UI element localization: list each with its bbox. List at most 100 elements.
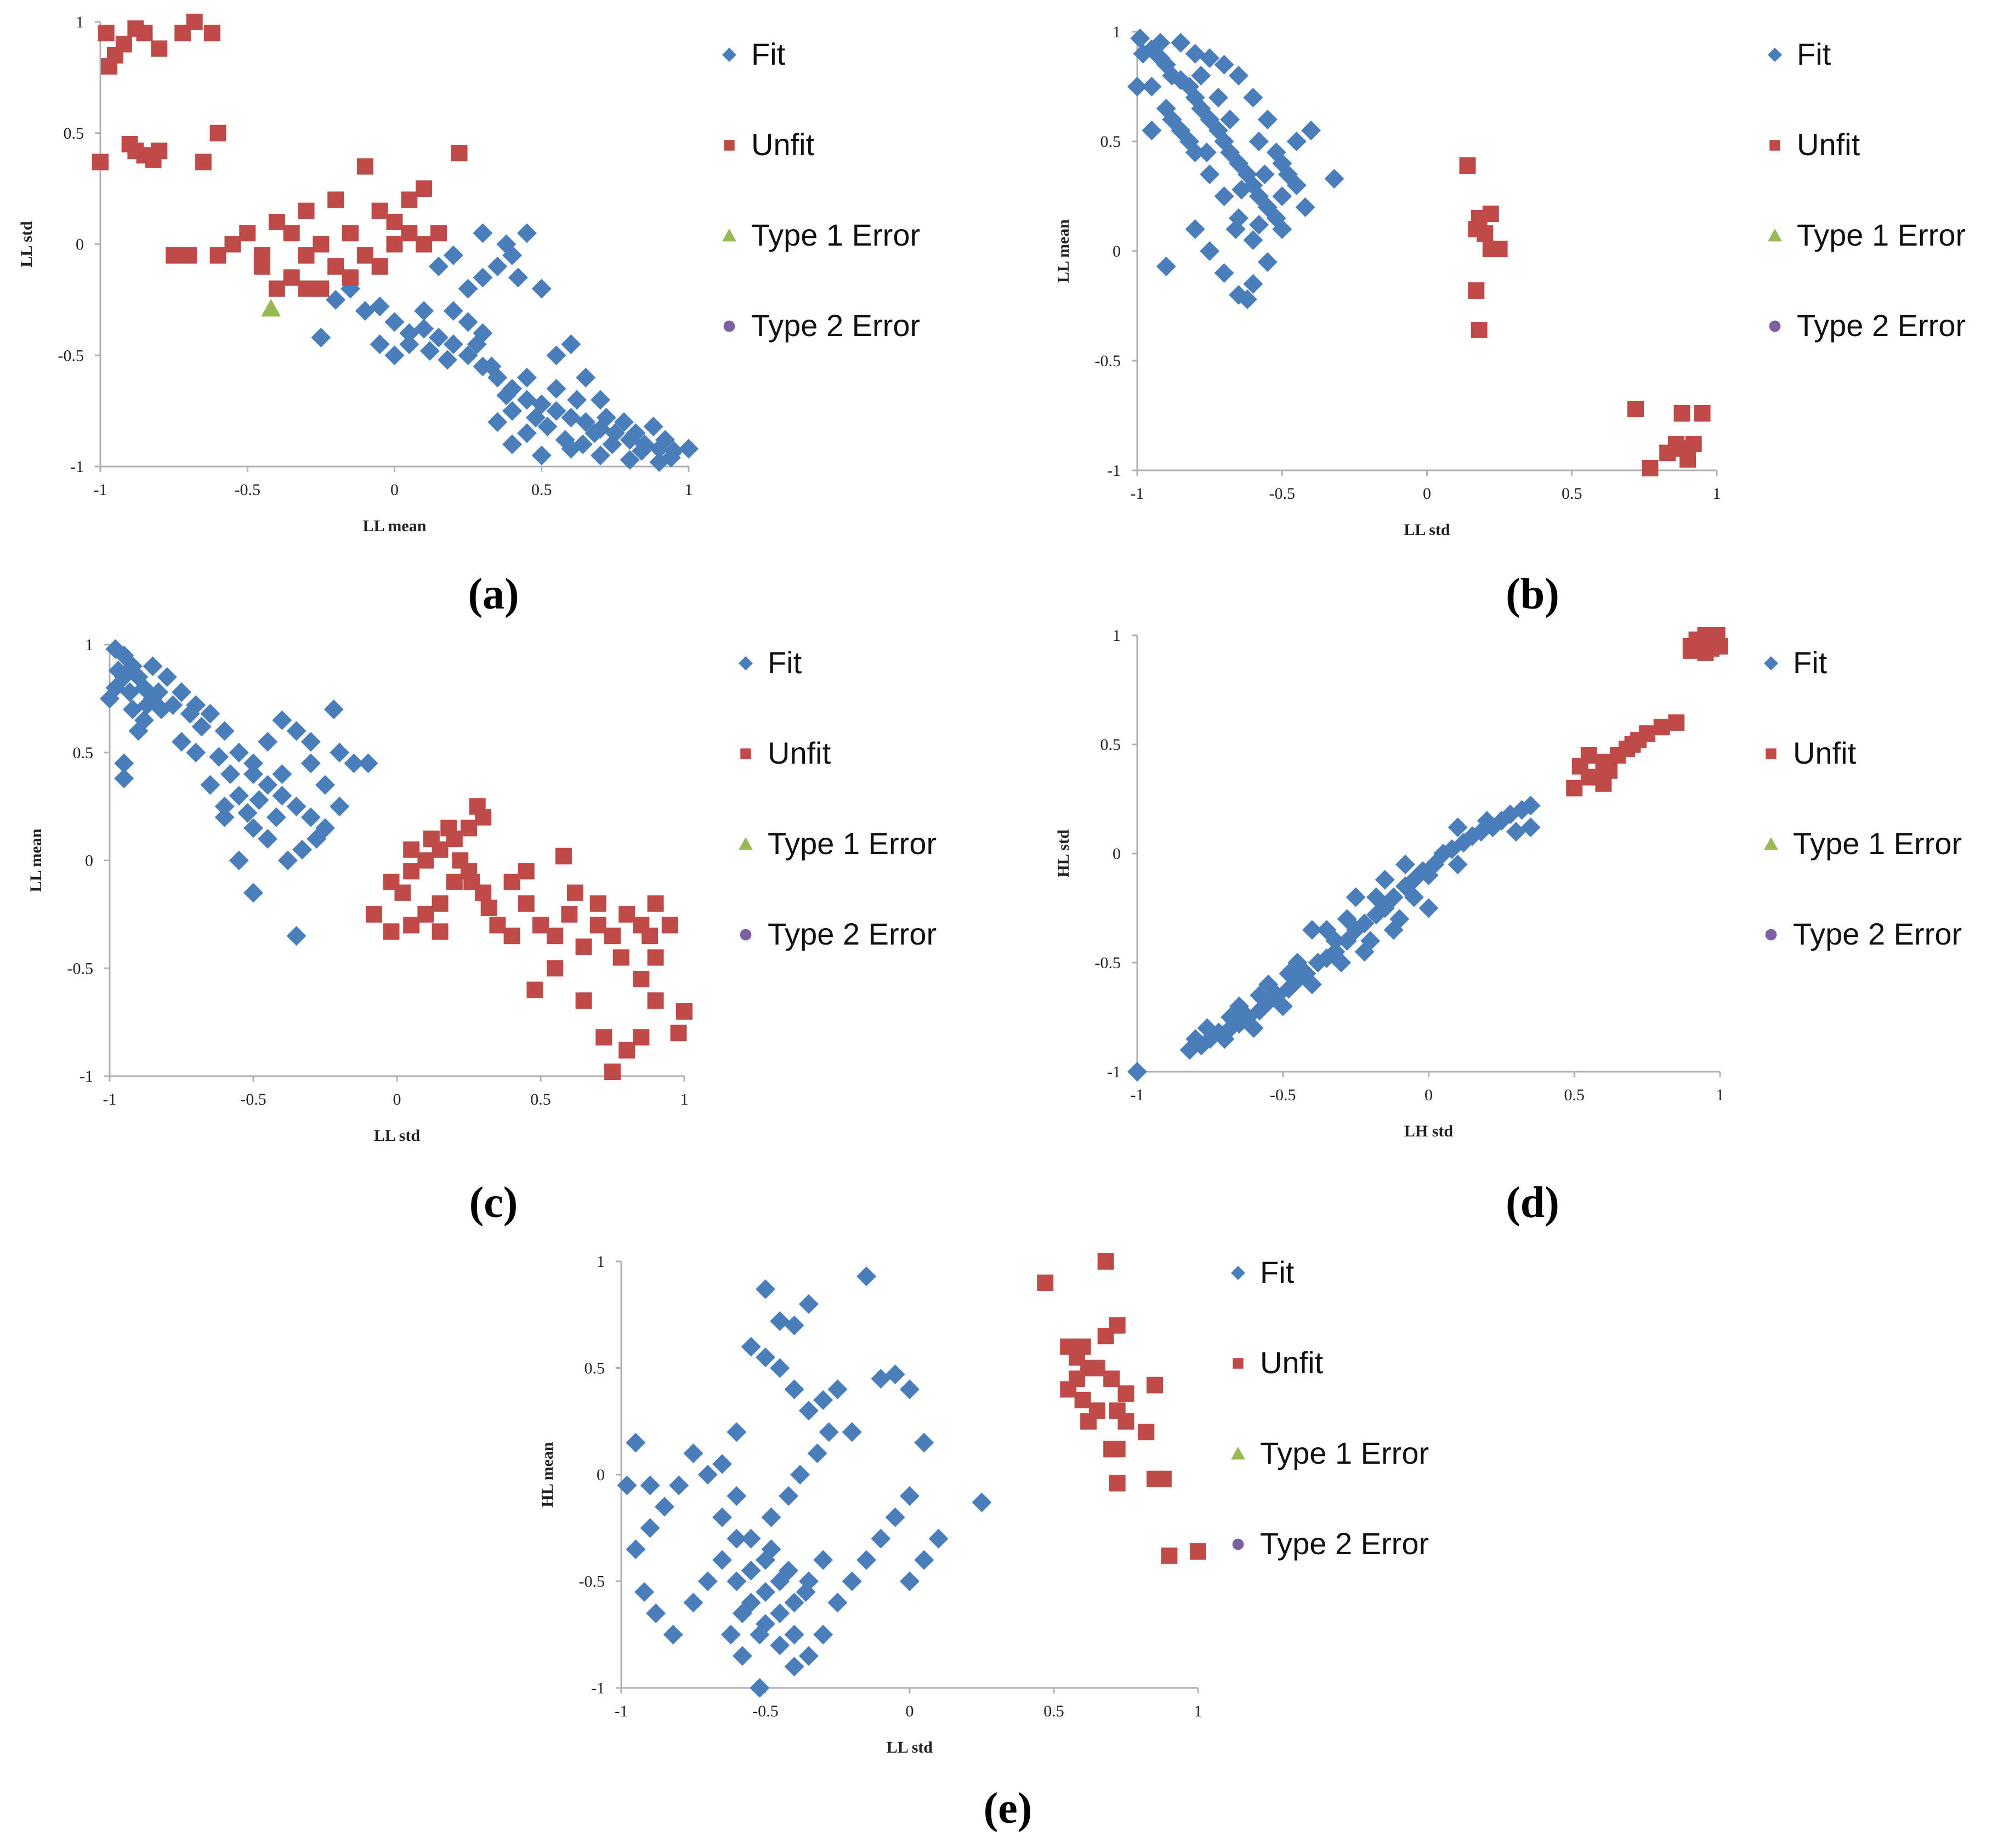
- x-axis-title: LL std: [1404, 521, 1450, 539]
- data-point: [1459, 157, 1476, 174]
- data-point: [770, 1635, 790, 1656]
- data-point: [1109, 1475, 1126, 1492]
- data-point: [1301, 121, 1321, 140]
- data-point: [546, 345, 566, 366]
- series-fit: [1127, 795, 1541, 1082]
- data-point: [1471, 322, 1488, 338]
- data-point: [634, 1582, 655, 1602]
- x-axis-title: LH std: [1404, 1122, 1454, 1140]
- legend-entry: Fit: [722, 37, 786, 71]
- data-point: [481, 356, 502, 377]
- data-point: [101, 58, 118, 75]
- data-point: [620, 450, 640, 470]
- data-point: [1685, 436, 1702, 452]
- y-tick-label: 0: [1113, 845, 1121, 863]
- data-point: [383, 923, 400, 940]
- legend-entry: Type 2 Error: [1765, 917, 1962, 951]
- y-tick-label: -1: [1107, 1063, 1121, 1081]
- data-point: [458, 312, 478, 332]
- data-point: [595, 1029, 612, 1046]
- data-point: [401, 191, 418, 208]
- data-point: [813, 1624, 833, 1645]
- data-point: [526, 981, 543, 998]
- data-point: [327, 258, 344, 275]
- data-point: [416, 180, 433, 197]
- data-point: [1142, 77, 1162, 96]
- data-point: [292, 839, 313, 860]
- data-point: [1243, 274, 1263, 294]
- data-point: [819, 1422, 839, 1442]
- data-point: [741, 1561, 761, 1581]
- data-point: [928, 1528, 949, 1549]
- data-point: [214, 807, 235, 827]
- data-point: [286, 926, 307, 946]
- data-point: [741, 1337, 761, 1357]
- data-point: [200, 775, 220, 795]
- data-point: [417, 852, 434, 869]
- legend-marker: [724, 140, 735, 151]
- data-point: [487, 412, 508, 432]
- data-point: [286, 797, 307, 817]
- data-point: [1354, 913, 1375, 934]
- data-point: [237, 803, 258, 823]
- data-point: [1208, 88, 1228, 107]
- data-point: [798, 1646, 819, 1666]
- data-point: [914, 1550, 934, 1570]
- data-point: [463, 873, 480, 890]
- x-tick-label: 1: [680, 1090, 689, 1108]
- legend-marker: [1233, 1358, 1244, 1369]
- data-point: [647, 949, 664, 966]
- legend-label: Unfit: [1797, 127, 1860, 162]
- data-point: [324, 700, 344, 720]
- x-tick-label: 1: [1713, 485, 1721, 503]
- data-point: [473, 268, 493, 288]
- data-point: [157, 667, 177, 687]
- data-point: [1220, 110, 1240, 129]
- x-tick-label: -0.5: [235, 481, 261, 499]
- y-tick-label: 0: [1113, 242, 1121, 260]
- legend-marker: [1769, 320, 1781, 332]
- data-point: [1366, 887, 1386, 907]
- data-point: [885, 1507, 905, 1527]
- data-point: [229, 742, 249, 763]
- legend-label: Type 1 Error: [768, 826, 937, 861]
- legend-marker: [740, 748, 751, 759]
- data-point: [626, 1432, 646, 1453]
- x-tick-label: 0: [1425, 1086, 1433, 1104]
- data-point: [1272, 186, 1292, 206]
- data-point: [732, 1603, 752, 1623]
- data-point: [1243, 230, 1263, 250]
- data-point: [300, 807, 321, 827]
- data-point: [149, 682, 169, 702]
- data-point: [1228, 66, 1248, 86]
- legend-label: Type 2 Error: [751, 308, 920, 343]
- data-point: [1250, 985, 1270, 1005]
- data-point: [224, 236, 241, 253]
- data-point: [640, 1475, 660, 1496]
- y-tick-label: 1: [597, 1253, 605, 1271]
- data-point: [243, 764, 263, 784]
- data-point: [1185, 1029, 1206, 1049]
- series-unfit: [1459, 157, 1711, 476]
- data-point: [712, 1454, 733, 1474]
- legend-entry: Type 1 Error: [1768, 218, 1966, 252]
- data-point: [1468, 282, 1485, 299]
- x-tick-label: -0.5: [752, 1702, 779, 1720]
- legend-label: Type 2 Error: [768, 917, 937, 951]
- scatter-panel-b: -1 -0.5 0 0.5 1 -1 -0.5 0 0.5 1 LL std LL mean Fit Un…: [1054, 23, 1966, 618]
- data-point: [633, 1029, 650, 1046]
- data-point: [784, 1379, 804, 1400]
- y-tick-label: -0.5: [67, 959, 94, 977]
- y-tick-label: 0: [76, 236, 84, 254]
- x-tick-label: -1: [615, 1702, 628, 1720]
- data-point: [842, 1422, 862, 1442]
- data-point: [518, 895, 535, 912]
- data-point: [827, 1379, 848, 1400]
- data-point: [475, 809, 492, 826]
- series-fit: [311, 223, 699, 472]
- data-point: [401, 225, 418, 242]
- data-point: [727, 1422, 747, 1442]
- legend-marker: [1768, 48, 1782, 62]
- data-point: [214, 721, 235, 741]
- data-point: [1295, 197, 1315, 217]
